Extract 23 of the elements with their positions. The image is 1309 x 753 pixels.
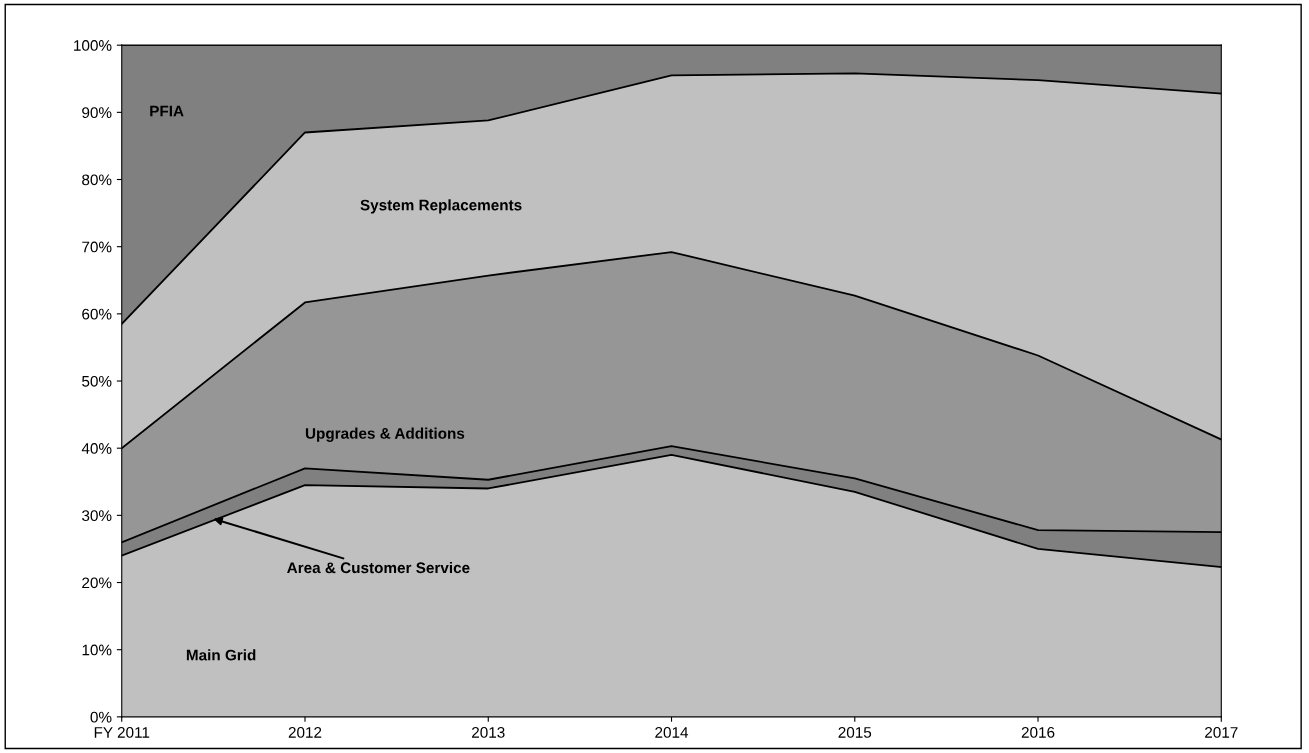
y-tick-label: 70% [82, 241, 112, 253]
series-label: Main Grid [186, 649, 256, 661]
x-tick-label: 2012 [288, 726, 322, 738]
y-tick-label: 0% [90, 711, 112, 723]
x-tick-label: 2017 [1205, 726, 1238, 738]
y-tick-label: 50% [82, 375, 112, 387]
series-label: PFIA [150, 105, 184, 117]
y-tick-label: 20% [82, 577, 112, 589]
x-tick-label: FY 2011 [94, 726, 150, 738]
y-tick-label: 100% [74, 40, 112, 51]
y-tick-label: 60% [82, 308, 112, 320]
y-tick-label: 30% [82, 510, 112, 522]
x-tick-label: 2015 [838, 726, 872, 738]
y-tick-label: 90% [82, 107, 112, 119]
y-tick-label: 80% [82, 174, 112, 186]
x-tick-label: 2013 [472, 726, 505, 738]
x-tick-label: 2014 [655, 726, 689, 738]
series-label: System Replacements [360, 199, 522, 214]
y-tick-label: 10% [82, 644, 112, 656]
x-tick-label: 2016 [1021, 726, 1055, 738]
y-tick-label: 40% [81, 443, 112, 454]
series-label: Upgrades & Additions [305, 427, 465, 442]
text: Area & Customer Service [287, 561, 470, 574]
